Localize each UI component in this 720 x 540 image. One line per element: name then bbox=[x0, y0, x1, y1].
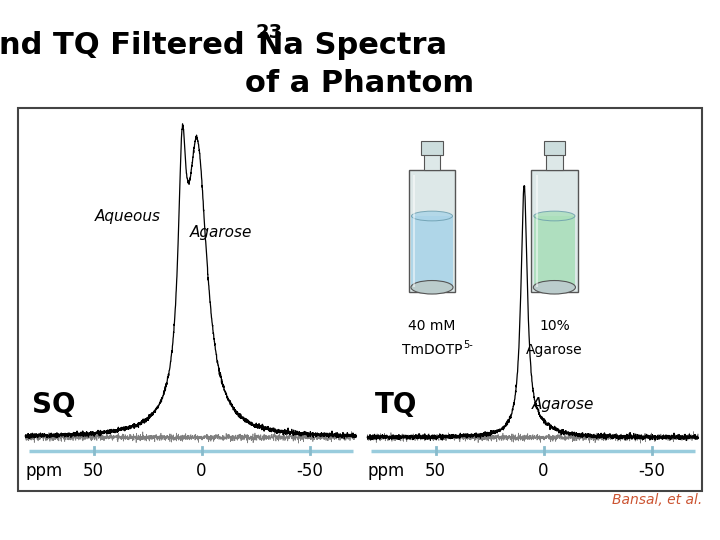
Text: Agarose: Agarose bbox=[526, 343, 582, 357]
Ellipse shape bbox=[534, 281, 575, 294]
Ellipse shape bbox=[412, 211, 452, 221]
Bar bbox=[424, 151, 440, 170]
Text: of a Phantom: of a Phantom bbox=[246, 69, 474, 98]
Ellipse shape bbox=[534, 211, 575, 221]
Text: ppm: ppm bbox=[25, 462, 63, 480]
Text: 0: 0 bbox=[539, 462, 549, 480]
Bar bbox=[409, 170, 456, 292]
Text: 0: 0 bbox=[197, 462, 207, 480]
Text: Bansal, et al.: Bansal, et al. bbox=[612, 492, 702, 507]
Text: -50: -50 bbox=[296, 462, 323, 480]
Text: TQ: TQ bbox=[374, 391, 417, 419]
Text: 50: 50 bbox=[83, 462, 104, 480]
Text: 5-: 5- bbox=[464, 340, 474, 350]
Text: Aqueous: Aqueous bbox=[95, 208, 161, 224]
Text: SQ and TQ Filtered: SQ and TQ Filtered bbox=[0, 31, 256, 60]
Text: SQ: SQ bbox=[32, 391, 76, 419]
Bar bbox=[534, 216, 575, 289]
Ellipse shape bbox=[411, 281, 453, 294]
Bar bbox=[421, 141, 443, 155]
Text: -50: -50 bbox=[638, 462, 665, 480]
Bar bbox=[412, 216, 453, 289]
Text: ppm: ppm bbox=[367, 462, 405, 480]
Text: 23: 23 bbox=[256, 23, 283, 42]
Text: TmDOTP: TmDOTP bbox=[402, 343, 462, 357]
Text: 40 mM: 40 mM bbox=[408, 319, 456, 333]
Bar bbox=[531, 170, 577, 292]
Text: Na Spectra: Na Spectra bbox=[258, 31, 446, 60]
Text: Agarose: Agarose bbox=[189, 225, 252, 240]
Bar bbox=[18, 108, 702, 491]
Bar bbox=[544, 141, 565, 155]
Text: Agarose: Agarose bbox=[531, 397, 594, 413]
Bar bbox=[546, 151, 562, 170]
Text: 50: 50 bbox=[425, 462, 446, 480]
Text: 10%: 10% bbox=[539, 319, 570, 333]
